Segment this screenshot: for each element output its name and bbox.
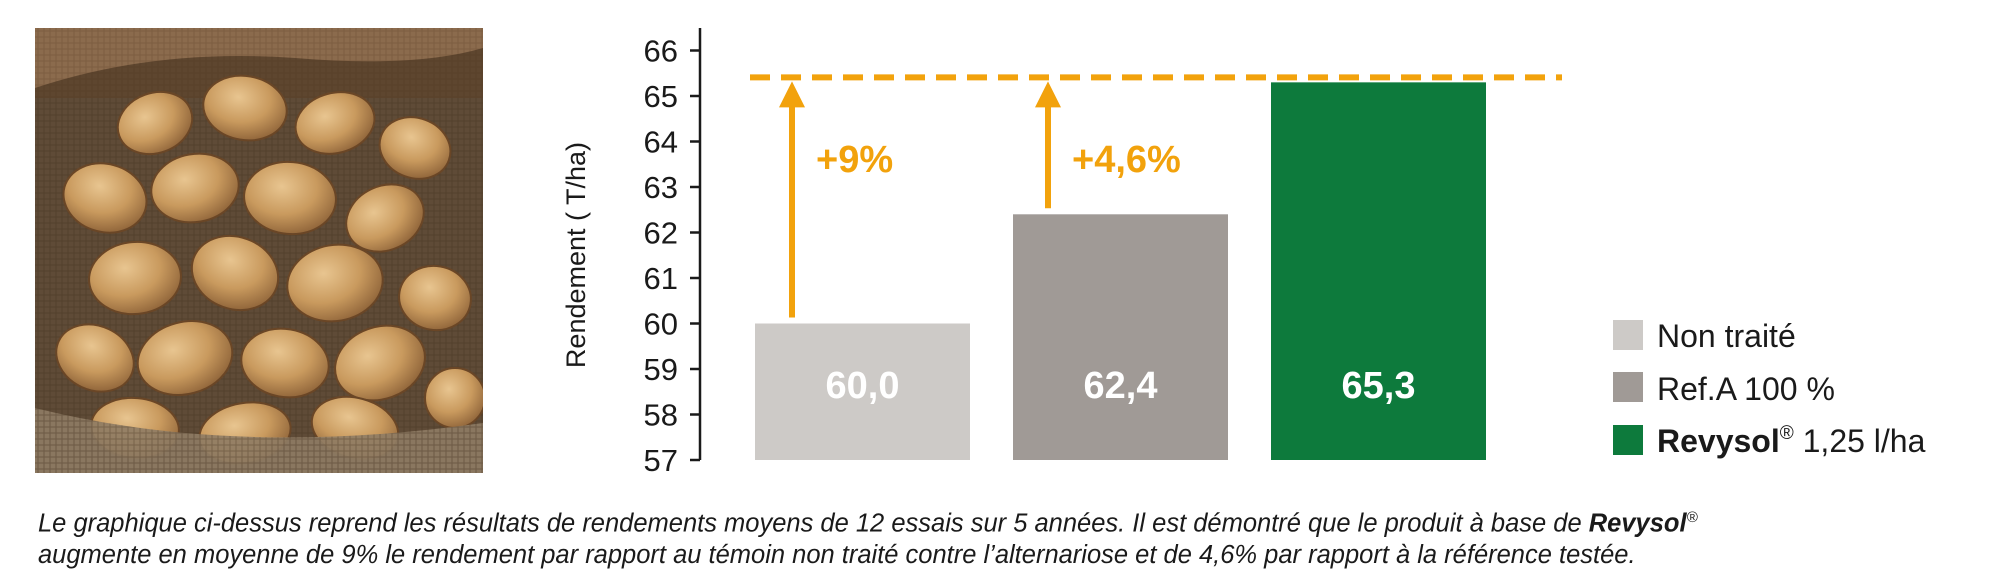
- gain-label-1: +9%: [816, 139, 893, 181]
- legend-swatch-ref-a: [1613, 372, 1643, 402]
- potato-8: [345, 183, 425, 253]
- y-tick-label-59: 59: [644, 352, 678, 387]
- legend-swatch-revysol: [1613, 425, 1643, 455]
- potato-13: [55, 323, 135, 393]
- potato-15: [240, 327, 330, 399]
- y-tick-label-66: 66: [644, 34, 678, 69]
- bar-2: [1013, 214, 1228, 460]
- potato-3: [294, 91, 376, 155]
- potato-12: [398, 264, 472, 332]
- potato-11: [286, 243, 384, 323]
- bar-value-label-2: 62,4: [1084, 365, 1158, 407]
- y-axis-ticks: 66 65 64 63 62 61 60 59 58 57: [644, 34, 700, 478]
- bars: 60,0 62,4 65,3: [755, 82, 1486, 460]
- yield-bar-chart: 66 65 64 63 62 61 60 59 58 57 Rendement ( T/ha) 6…: [561, 28, 1926, 478]
- y-tick-label-64: 64: [644, 125, 678, 160]
- chart-caption: Le graphique ci-dessus reprend les résul…: [38, 502, 1988, 571]
- potato-20: [424, 367, 483, 429]
- bar-value-label-3: 65,3: [1342, 365, 1416, 407]
- legend-label-non-traite: Non traité: [1657, 318, 1796, 354]
- legend-revysol-dose: 1,25 l/ha: [1794, 423, 1926, 459]
- caption-brand: Revysol: [1588, 509, 1687, 538]
- potatoes-photo: [35, 28, 483, 473]
- y-tick-label-61: 61: [644, 261, 678, 296]
- potato-4: [378, 116, 452, 180]
- legend-revysol-brand: Revysol: [1657, 423, 1780, 459]
- y-tick-label-65: 65: [644, 79, 678, 114]
- legend-swatch-non-traite: [1613, 320, 1643, 350]
- y-tick-label-57: 57: [644, 443, 678, 478]
- y-tick-label-60: 60: [644, 307, 678, 342]
- caption-registered-mark: ®: [1686, 509, 1698, 526]
- gain-arrow-head-1: [779, 81, 805, 108]
- potato-2: [202, 74, 288, 142]
- potato-5: [62, 162, 148, 234]
- potato-1: [116, 90, 194, 156]
- legend-label-ref-a: Ref.A 100 %: [1657, 371, 1835, 407]
- bar-value-label-1: 60,0: [826, 365, 900, 407]
- bar-1: [755, 323, 970, 460]
- y-axis-title: Rendement ( T/ha): [561, 142, 591, 368]
- potato-14: [136, 320, 234, 396]
- gain-arrows: +9% +4,6%: [779, 81, 1181, 318]
- potato-10: [190, 234, 280, 312]
- legend-label-revysol: Revysol® 1,25 l/ha: [1657, 423, 1926, 459]
- y-tick-label-62: 62: [644, 216, 678, 251]
- gain-label-2: +4,6%: [1072, 139, 1181, 181]
- potato-16: [334, 324, 426, 402]
- gain-arrow-head-2: [1035, 81, 1061, 108]
- legend-revysol-registered: ®: [1780, 423, 1794, 444]
- caption-text-2: augmente en moyenne de 9% le rendement p…: [38, 540, 1636, 569]
- y-tick-label-58: 58: [644, 398, 678, 433]
- potato-7: [243, 160, 337, 236]
- bar-3: [1271, 82, 1486, 460]
- y-tick-label-63: 63: [644, 170, 678, 205]
- potato-6: [150, 152, 240, 224]
- legend: Non traité Ref.A 100 % Revysol® 1,25 l/h…: [1613, 318, 1926, 459]
- caption-text-1: Le graphique ci-dessus reprend les résul…: [38, 509, 1589, 538]
- potato-9: [88, 240, 182, 316]
